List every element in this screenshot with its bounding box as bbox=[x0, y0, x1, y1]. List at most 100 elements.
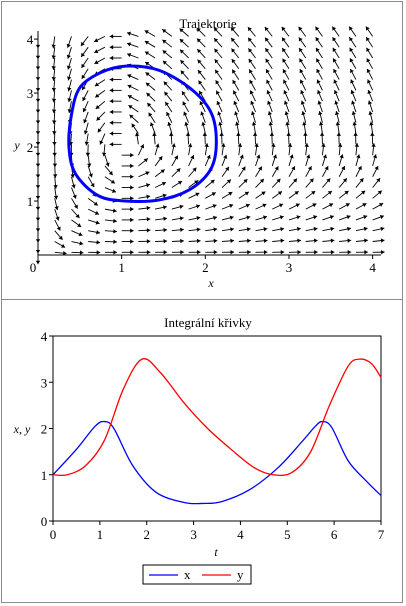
field-arrow bbox=[66, 36, 72, 48]
field-arrow bbox=[250, 111, 256, 123]
y-tick-label: 3 bbox=[27, 86, 34, 101]
field-arrow bbox=[67, 90, 72, 103]
field-arrow bbox=[232, 79, 240, 91]
field-arrow bbox=[109, 120, 122, 125]
field-arrow bbox=[121, 163, 134, 169]
field-arrow bbox=[155, 216, 168, 221]
field-arrow bbox=[287, 143, 293, 156]
field-arrow bbox=[350, 79, 357, 91]
x-axis-label: x bbox=[207, 276, 214, 290]
field-arrow bbox=[181, 90, 189, 102]
field-arrow bbox=[318, 121, 324, 134]
field-arrow bbox=[250, 100, 256, 113]
field-arrow bbox=[180, 59, 189, 70]
field-arrow bbox=[317, 100, 323, 113]
field-arrow bbox=[54, 230, 63, 241]
field-arrow bbox=[109, 109, 122, 115]
field-arrow bbox=[339, 215, 351, 221]
field-arrow bbox=[288, 238, 301, 243]
field-arrow bbox=[332, 58, 340, 70]
field-arrow bbox=[221, 203, 234, 210]
legend-box bbox=[142, 564, 252, 585]
field-arrow bbox=[82, 100, 89, 113]
field-arrow bbox=[138, 194, 151, 199]
field-arrow bbox=[238, 227, 251, 232]
field-arrow bbox=[213, 27, 223, 37]
field-arrow bbox=[332, 47, 340, 59]
field-arrow bbox=[134, 132, 140, 145]
field-arrow bbox=[51, 79, 57, 92]
field-arrow bbox=[355, 249, 368, 255]
field-arrow bbox=[201, 121, 206, 134]
field-arrow bbox=[205, 227, 218, 232]
field-arrow bbox=[251, 121, 257, 134]
field-arrow bbox=[94, 79, 106, 87]
field-arrow bbox=[265, 58, 273, 70]
field-arrow bbox=[109, 88, 122, 93]
legend: x y bbox=[142, 564, 252, 585]
field-arrow bbox=[231, 58, 240, 70]
field-arrow bbox=[332, 36, 340, 48]
x-tick-label: 4 bbox=[369, 260, 376, 275]
field-arrow bbox=[233, 100, 240, 113]
field-arrow bbox=[183, 111, 190, 123]
field-arrow bbox=[171, 216, 184, 221]
field-arrow bbox=[84, 133, 89, 146]
field-arrow bbox=[96, 111, 106, 121]
field-arrow bbox=[148, 112, 156, 124]
field-arrow bbox=[372, 238, 385, 243]
field-arrow bbox=[127, 74, 139, 80]
field-arrow bbox=[315, 37, 323, 48]
y-ticks: 1 2 3 4 bbox=[27, 32, 38, 209]
y-tick-label: 0 bbox=[41, 514, 48, 529]
field-arrow bbox=[129, 114, 139, 124]
field-arrow bbox=[338, 154, 344, 167]
field-arrow bbox=[121, 217, 134, 223]
x-tick-label: 3 bbox=[286, 260, 293, 275]
field-arrow bbox=[322, 165, 329, 177]
field-arrow bbox=[355, 154, 361, 167]
field-arrow bbox=[204, 154, 211, 167]
trajectory-chart: Trajektorie 0 1 2 3 4 1 2 3 4 x y bbox=[13, 16, 385, 290]
field-arrow bbox=[372, 249, 385, 255]
field-arrow bbox=[366, 58, 374, 70]
field-arrow bbox=[305, 154, 311, 167]
field-arrow bbox=[283, 79, 290, 91]
field-arrow bbox=[188, 192, 200, 199]
field-arrow bbox=[315, 26, 323, 37]
field-arrow bbox=[145, 82, 156, 91]
field-arrow bbox=[52, 111, 57, 124]
field-arrow bbox=[155, 238, 168, 244]
field-arrow bbox=[255, 166, 263, 177]
field-arrow bbox=[249, 79, 256, 91]
field-arrow bbox=[272, 238, 285, 243]
field-arrow bbox=[271, 166, 279, 177]
field-arrow bbox=[87, 208, 100, 215]
field-arrow bbox=[367, 79, 374, 91]
field-arrow bbox=[121, 174, 134, 179]
field-arrow bbox=[248, 58, 256, 70]
field-arrow bbox=[351, 100, 357, 113]
field-arrow bbox=[121, 228, 134, 233]
field-arrow bbox=[268, 121, 273, 134]
field-arrow bbox=[235, 121, 240, 134]
field-arrow bbox=[162, 39, 173, 48]
field-arrow bbox=[288, 166, 296, 177]
field-arrow bbox=[121, 250, 134, 255]
field-arrow bbox=[154, 156, 163, 167]
field-arrow bbox=[109, 142, 122, 147]
field-arrow bbox=[104, 208, 117, 213]
field-arrow bbox=[179, 49, 189, 59]
field-arrow bbox=[198, 80, 206, 91]
field-arrow bbox=[171, 250, 184, 255]
field-arrow bbox=[155, 205, 167, 210]
integral-curves-title: Integrální křivky bbox=[164, 315, 252, 330]
field-arrow bbox=[162, 60, 173, 70]
field-arrow bbox=[215, 79, 223, 91]
field-arrow bbox=[144, 30, 156, 37]
field-arrow bbox=[184, 121, 190, 134]
field-arrow bbox=[104, 187, 117, 193]
field-arrow bbox=[197, 69, 206, 80]
field-arrow bbox=[109, 131, 122, 136]
y-tick-label: 1 bbox=[27, 194, 34, 209]
